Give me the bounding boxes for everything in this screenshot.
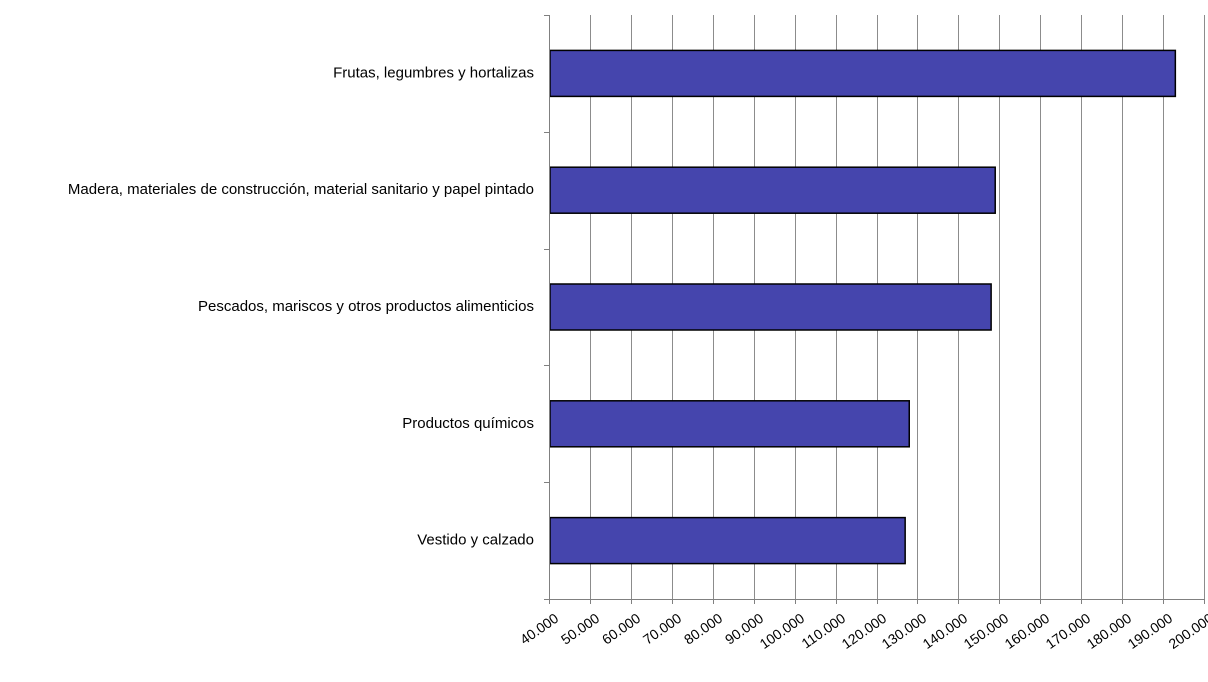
x-tick-label: 100.000 [757,610,808,652]
bar [549,49,1177,98]
x-tick-label: 80.000 [681,610,725,648]
category-label: Frutas, legumbres y hortalizas [333,64,534,81]
x-tick-labels: 40.00050.00060.00070.00080.00090.000100.… [517,610,1208,652]
bar [549,166,996,214]
x-tick-label: 50.000 [558,610,602,648]
bar [549,400,910,448]
x-tick-label: 200.000 [1166,610,1208,652]
x-tick-label: 150.000 [961,610,1012,652]
x-tick-label: 180.000 [1084,610,1135,652]
x-tick-label: 160.000 [1002,610,1053,652]
category-label: Madera, materiales de construcción, mate… [68,181,534,198]
x-tick-label: 70.000 [640,610,684,648]
bar [549,283,992,331]
bar [549,516,906,565]
x-tick-label: 190.000 [1125,610,1176,652]
x-tick-label: 110.000 [798,610,848,652]
x-tick-label: 130.000 [879,610,930,652]
bars [549,49,1177,565]
x-tick-label: 40.000 [517,610,561,648]
x-tick-label: 170.000 [1043,610,1094,652]
category-label: Pescados, mariscos y otros productos ali… [198,298,534,315]
axes [544,15,1205,604]
category-label: Vestido y calzado [417,532,534,549]
category-label: Productos químicos [402,415,534,432]
x-tick-label: 60.000 [599,610,643,648]
x-tick-label: 120.000 [839,610,890,652]
x-tick-label: 140.000 [920,610,971,652]
category-labels: Frutas, legumbres y hortalizas Madera, ma… [68,64,534,548]
